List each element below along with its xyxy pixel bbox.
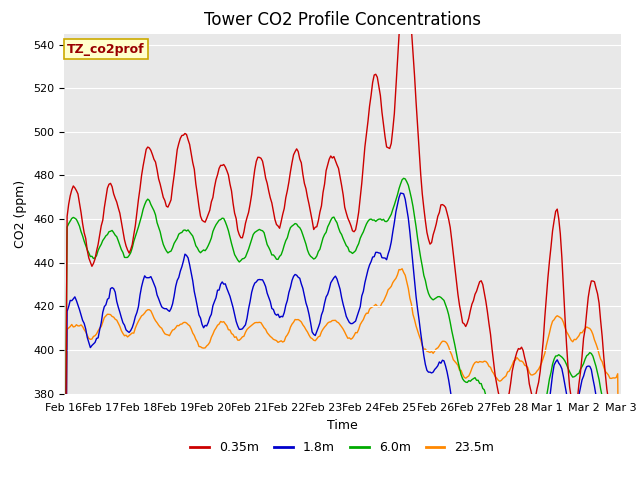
X-axis label: Time: Time <box>327 419 358 432</box>
Y-axis label: CO2 (ppm): CO2 (ppm) <box>15 180 28 248</box>
Legend: 0.35m, 1.8m, 6.0m, 23.5m: 0.35m, 1.8m, 6.0m, 23.5m <box>186 436 499 459</box>
Title: Tower CO2 Profile Concentrations: Tower CO2 Profile Concentrations <box>204 11 481 29</box>
Text: TZ_co2prof: TZ_co2prof <box>67 43 145 56</box>
